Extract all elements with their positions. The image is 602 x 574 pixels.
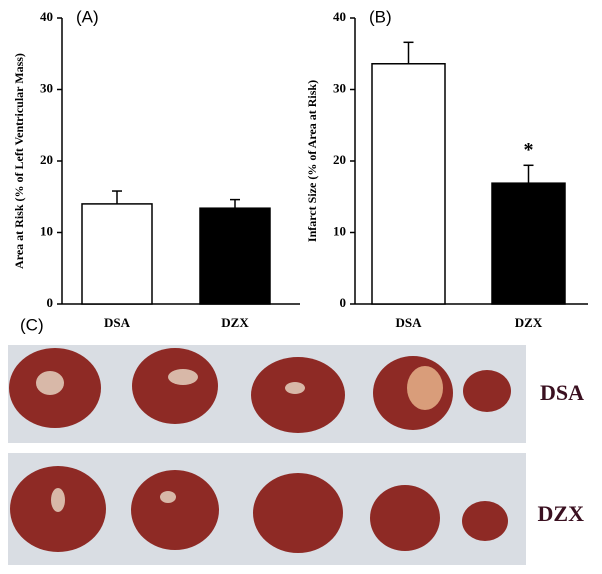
y-tick-label: 30 [40, 80, 53, 95]
y-axis-label: Infarct Size (% of Area at Risk) [305, 80, 319, 242]
y-axis-label: Area at Risk (% of Left Ventricular Mass… [12, 53, 26, 269]
bar [371, 63, 446, 305]
x-tick-label: DZX [515, 315, 543, 330]
panel-label: (C) [20, 315, 44, 334]
panel-label: (B) [369, 7, 392, 26]
y-tick-label: 20 [333, 152, 346, 167]
y-tick-label: 40 [40, 9, 53, 24]
y-tick-label: 20 [40, 152, 53, 167]
y-tick-label: 0 [47, 295, 54, 310]
heart-photos [8, 345, 526, 565]
bar [81, 203, 153, 305]
x-tick-label: DSA [395, 315, 422, 330]
y-tick-label: 10 [333, 223, 346, 238]
y-tick-label: 10 [40, 223, 53, 238]
heart-cavities [36, 366, 443, 512]
x-tick-label: DSA [104, 315, 131, 330]
y-tick-label: 40 [333, 9, 346, 24]
annotation: * [524, 139, 534, 161]
bar [491, 182, 566, 305]
y-tick-label: 30 [333, 80, 346, 95]
row-label: DSA [540, 380, 584, 405]
row-label: DZX [538, 501, 585, 526]
y-tick-label: 0 [340, 295, 347, 310]
x-tick-label: DZX [221, 315, 249, 330]
bar [199, 207, 271, 305]
panel-label: (A) [76, 7, 99, 26]
